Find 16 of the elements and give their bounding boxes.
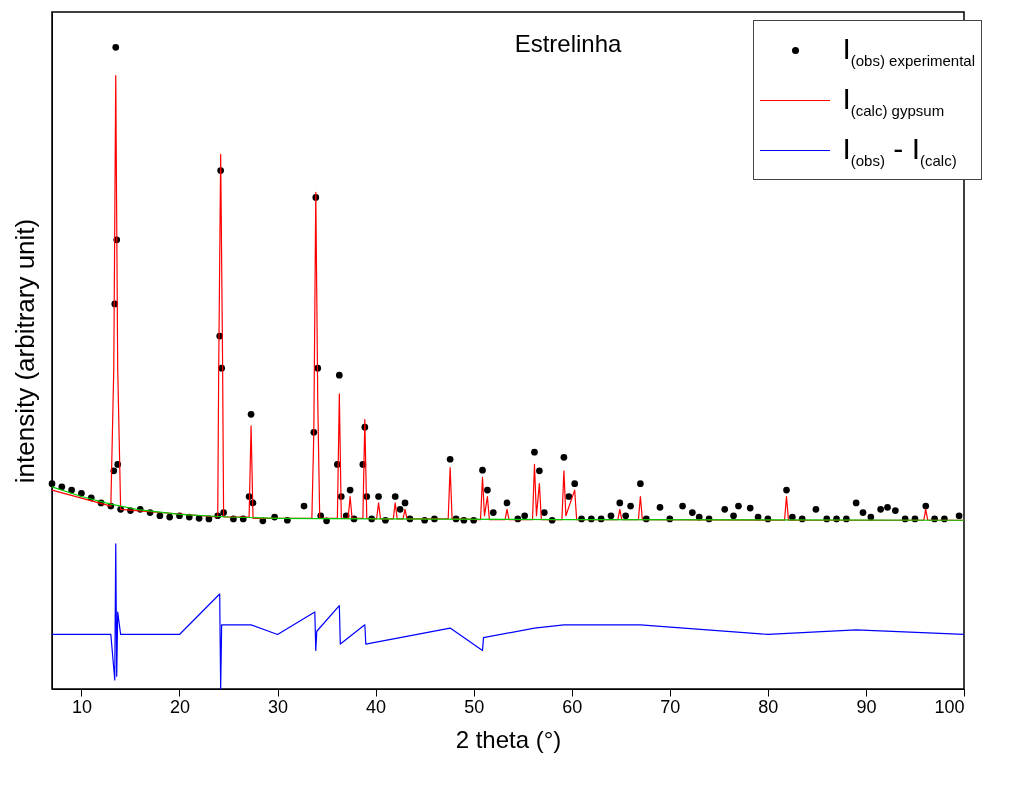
x-tick-label: 60 xyxy=(562,696,583,717)
x-tick-label: 100 xyxy=(934,696,965,717)
x-tick-label: 90 xyxy=(856,696,877,717)
x-tick-label: 40 xyxy=(366,696,387,717)
legend-label: I$_{(obs) experimental}$ xyxy=(842,31,975,69)
x-axis-title: 2 theta (°) xyxy=(455,725,562,753)
x-tick-label: 70 xyxy=(660,696,681,717)
legend-label: I$_{(obs)}$ - I$_{(calc)}$ xyxy=(842,131,957,169)
x-tick-label: 30 xyxy=(268,696,289,717)
x-tick-label: 80 xyxy=(758,696,779,717)
chart-title: Estrelinha xyxy=(514,30,623,57)
legend-label: I$_{(calc) gypsum}$ xyxy=(842,81,945,119)
x-tick-label: 10 xyxy=(71,696,92,717)
x-tick-label: 20 xyxy=(169,696,190,717)
x-tick-label: 50 xyxy=(464,696,485,717)
y-axis-title: intensity (arbitrary unit) xyxy=(9,218,40,484)
